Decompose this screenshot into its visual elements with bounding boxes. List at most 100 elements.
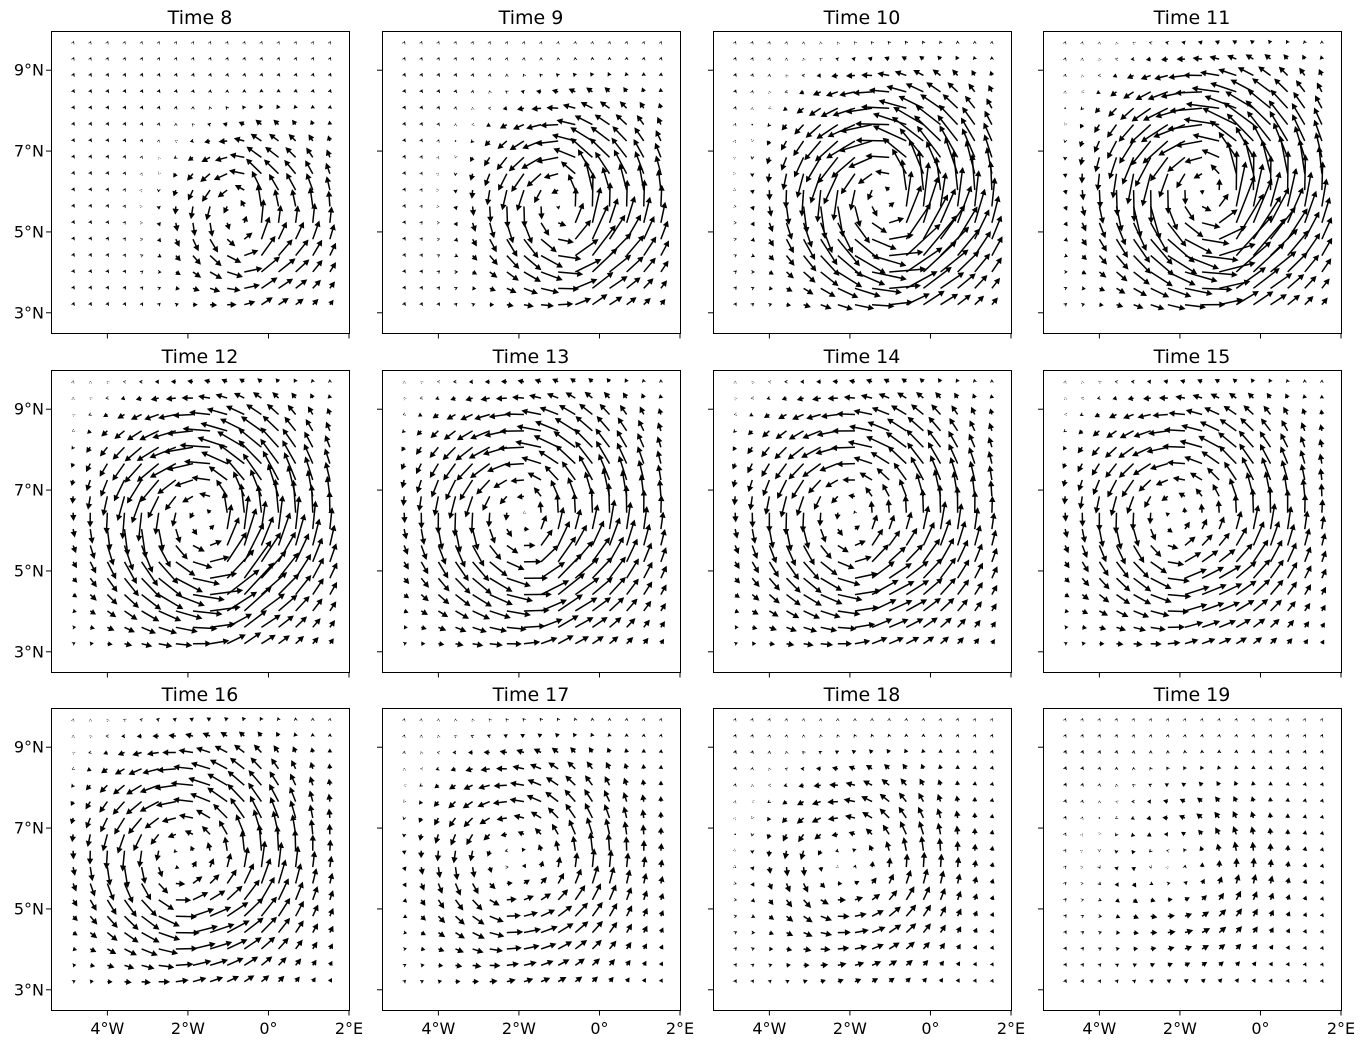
wind-vector <box>797 799 804 806</box>
wind-vector <box>1319 814 1324 819</box>
wind-vector <box>89 641 94 646</box>
wind-vector <box>1106 124 1118 138</box>
wind-vector <box>972 393 977 399</box>
wind-vector <box>225 89 230 93</box>
wind-vector <box>1150 913 1158 920</box>
wind-vector <box>1201 928 1211 934</box>
wind-vector <box>498 445 524 452</box>
wind-vector <box>174 122 178 126</box>
wind-vector <box>1150 640 1162 648</box>
wind-vector <box>641 943 647 950</box>
wind-vector <box>1079 512 1086 527</box>
wind-vector <box>402 380 406 384</box>
wind-vector <box>100 817 109 833</box>
wind-vector <box>608 556 626 579</box>
wind-vector <box>1235 527 1247 546</box>
wind-vector <box>803 255 817 272</box>
wind-vector <box>326 823 333 835</box>
wind-vector <box>865 765 873 771</box>
wind-vector <box>1133 930 1139 936</box>
wind-vector <box>500 189 508 211</box>
wind-vector <box>327 206 335 223</box>
wind-vector <box>801 41 806 45</box>
wind-vector <box>1268 781 1273 786</box>
wind-vector <box>818 750 823 755</box>
wind-vector <box>991 195 1001 224</box>
wind-vector <box>819 462 839 472</box>
wind-vector <box>540 893 552 901</box>
wind-vector <box>608 976 614 983</box>
wind-vector <box>750 850 755 854</box>
wind-vector <box>955 890 962 901</box>
wind-vector <box>1247 392 1255 399</box>
wind-vector <box>1129 512 1137 531</box>
wind-vector <box>888 599 913 612</box>
wind-vector <box>987 436 994 448</box>
wind-vector <box>871 254 907 268</box>
wind-vector <box>641 717 646 722</box>
wind-vector <box>1184 585 1210 596</box>
wind-vector <box>939 942 946 950</box>
wind-vector <box>454 577 471 594</box>
wind-vector <box>122 380 127 384</box>
wind-vector <box>1252 196 1281 240</box>
wind-vector <box>139 155 143 159</box>
wind-vector <box>1115 561 1129 579</box>
wind-vector <box>487 106 492 111</box>
wind-vector <box>555 856 563 868</box>
wind-vector <box>556 717 561 722</box>
wind-vector <box>1252 78 1271 93</box>
wind-vector <box>71 187 75 192</box>
wind-vector <box>472 593 492 607</box>
wind-vector <box>260 572 288 596</box>
wind-vector <box>1235 510 1243 530</box>
wind-vector <box>803 577 822 594</box>
wind-vector <box>402 898 408 903</box>
wind-vector <box>135 395 142 402</box>
wind-vector <box>158 978 171 986</box>
wind-vector <box>85 463 92 473</box>
wind-vector <box>209 958 229 967</box>
wind-vector <box>887 717 891 722</box>
wind-vector <box>260 277 278 289</box>
wind-vector <box>233 136 245 143</box>
wind-vector <box>656 422 663 432</box>
wind-vector <box>732 156 736 160</box>
wind-vector <box>803 561 820 580</box>
wind-vector <box>609 617 622 628</box>
wind-vector <box>1081 89 1085 94</box>
wind-vector <box>1287 581 1297 596</box>
wind-vector <box>323 448 331 464</box>
wind-vector <box>884 56 890 62</box>
wind-vector <box>1280 433 1289 448</box>
wind-vector <box>624 748 629 753</box>
wind-vector <box>327 88 332 93</box>
wind-vector <box>1272 122 1289 158</box>
wind-vector <box>548 762 559 770</box>
wind-vector <box>634 151 645 174</box>
wind-vector <box>259 199 267 223</box>
wind-vector <box>751 381 755 385</box>
wind-vector <box>106 577 118 593</box>
wind-vector <box>1304 565 1312 579</box>
wind-vector <box>209 759 228 770</box>
wind-vector <box>1175 394 1186 401</box>
wind-vector <box>269 796 280 819</box>
wind-vector <box>955 873 962 884</box>
wind-vector <box>489 962 501 969</box>
wind-vector <box>972 978 977 983</box>
wind-vector <box>1130 190 1138 222</box>
wind-vector <box>1285 894 1291 901</box>
wind-vector <box>470 430 491 440</box>
wind-vector <box>1132 766 1136 771</box>
wind-vector <box>1126 73 1134 80</box>
map-panel: Time 169°N7°N5°N3°N4°W 2°W 0° 2°E <box>14 684 363 1038</box>
wind-vector <box>139 105 144 110</box>
wind-vector <box>835 848 840 853</box>
wind-vector <box>574 115 593 126</box>
wind-vector <box>936 793 943 802</box>
wind-vector <box>778 413 787 420</box>
wind-vector <box>1163 832 1168 837</box>
wind-vector <box>768 783 771 787</box>
wind-vector <box>820 961 829 969</box>
